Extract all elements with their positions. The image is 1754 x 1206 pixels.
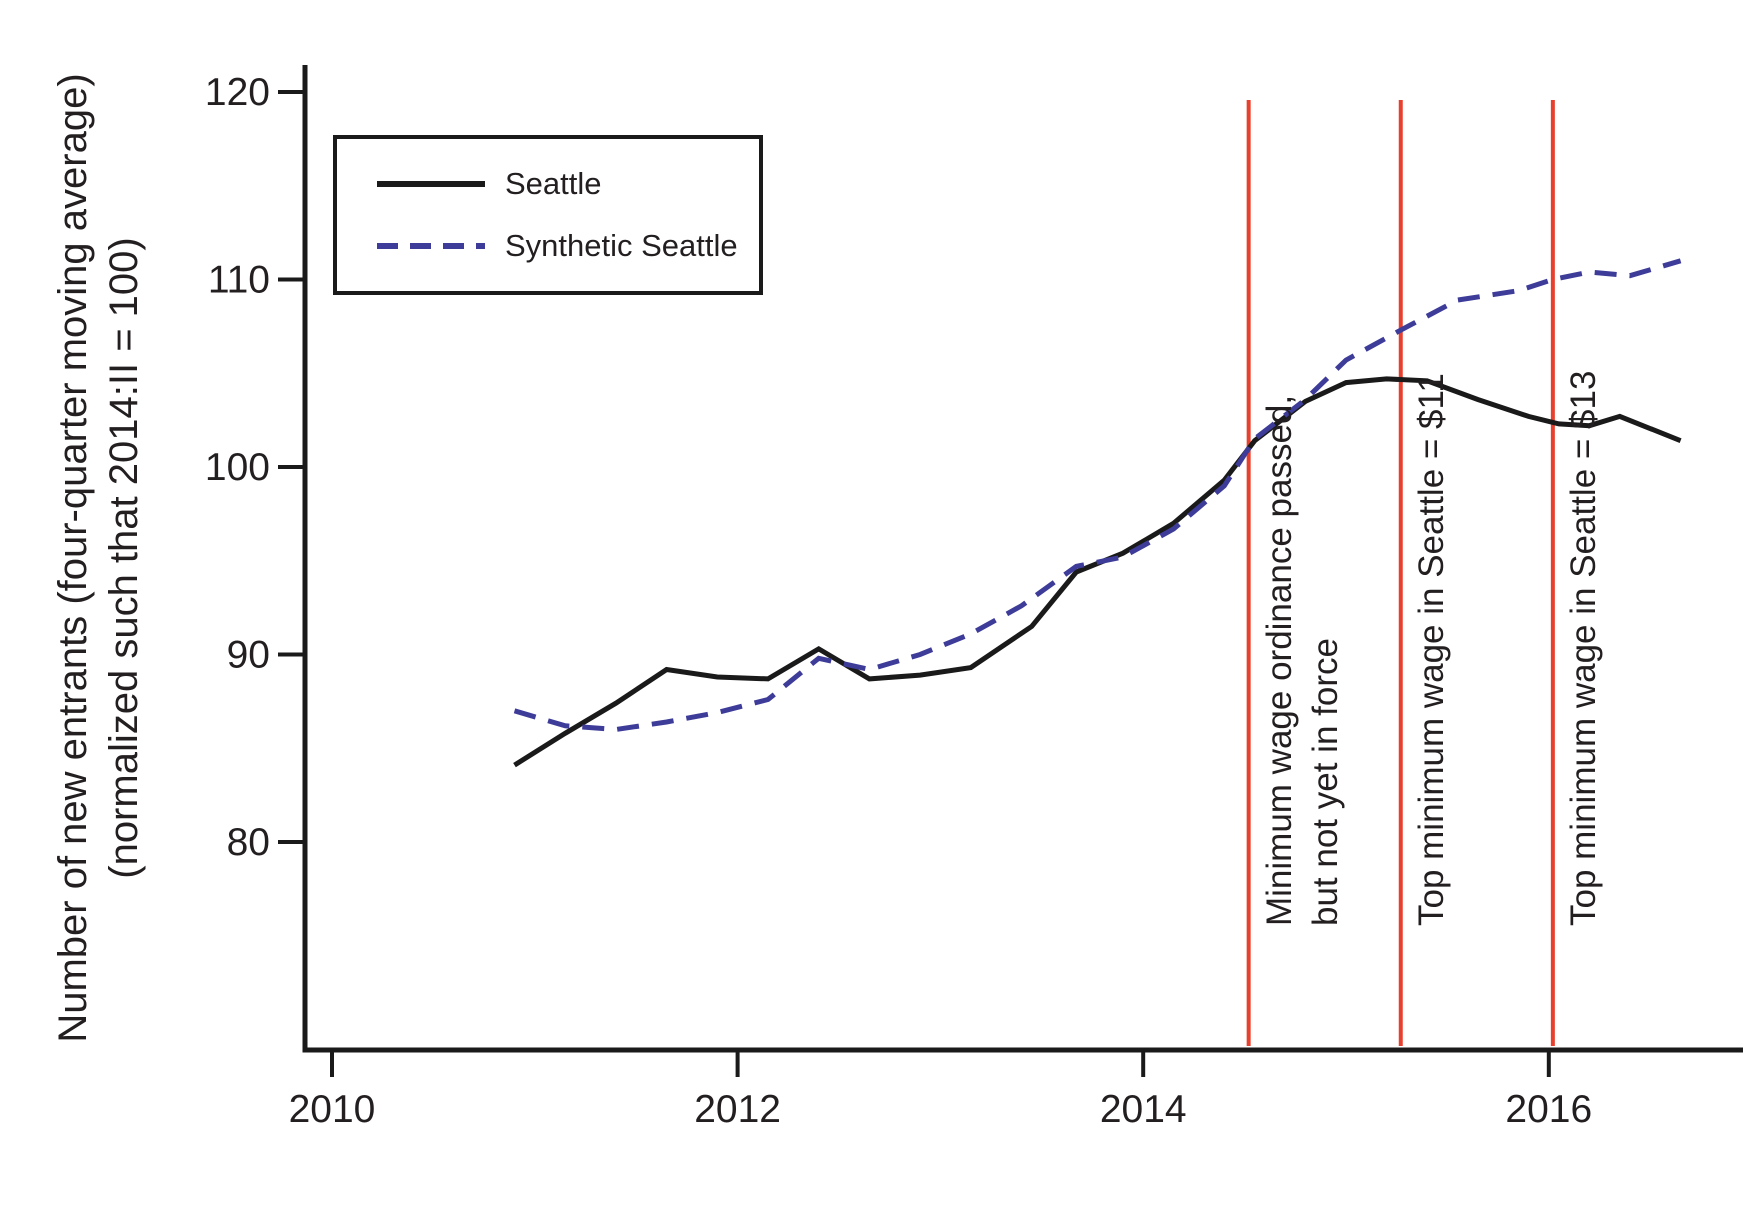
y-axis-label-line-1: Number of new entrants (four-quarter mov… [51, 73, 95, 1043]
y-tick-label: 100 [205, 446, 270, 489]
annotation-line-1: Top minimum wage in Seattle = $13 [1563, 370, 1603, 926]
y-tick-label: 80 [227, 821, 270, 864]
legend-label-synthetic-seattle: Synthetic Seattle [505, 228, 738, 263]
y-tick-label: 120 [205, 71, 270, 114]
legend-item-seattle: Seattle [375, 166, 759, 202]
series-seattle [513, 376, 1682, 768]
y-tick-label: 110 [208, 259, 270, 302]
x-tick-label: 2014 [1100, 1088, 1187, 1131]
x-tick-label: 2010 [289, 1088, 376, 1131]
series-synthetic-seattle [513, 258, 1682, 733]
annotation-line-2: but not yet in force [1305, 638, 1345, 926]
event-annotation-top-wage-11: Top minimum wage in Seattle = $11 [1409, 373, 1455, 926]
legend-item-synthetic-seattle: Synthetic Seattle [375, 228, 759, 264]
event-annotation-top-wage-13: Top minimum wage in Seattle = $13 [1561, 371, 1607, 926]
y-axis-label-line-2: (normalized such that 2014:II = 100) [102, 237, 146, 879]
legend: Seattle Synthetic Seattle [333, 135, 763, 295]
y-tick-label: 90 [227, 634, 270, 677]
axes [302, 65, 1743, 1053]
annotation-line-1: Minimum wage ordinance passed, [1259, 394, 1299, 926]
y-axis-label: Number of new entrants (four-quarter mov… [48, 58, 150, 1058]
legend-label-seattle: Seattle [505, 166, 602, 201]
event-annotation-ordinance-passed: Minimum wage ordinance passed, but not y… [1257, 395, 1349, 926]
seattle-line-sample [377, 181, 485, 187]
annotation-line-1: Top minimum wage in Seattle = $11 [1411, 373, 1451, 926]
synthetic-seattle-line-sample [377, 243, 485, 249]
x-tick-label: 2012 [694, 1088, 781, 1131]
x-tick-label: 2016 [1505, 1088, 1592, 1131]
